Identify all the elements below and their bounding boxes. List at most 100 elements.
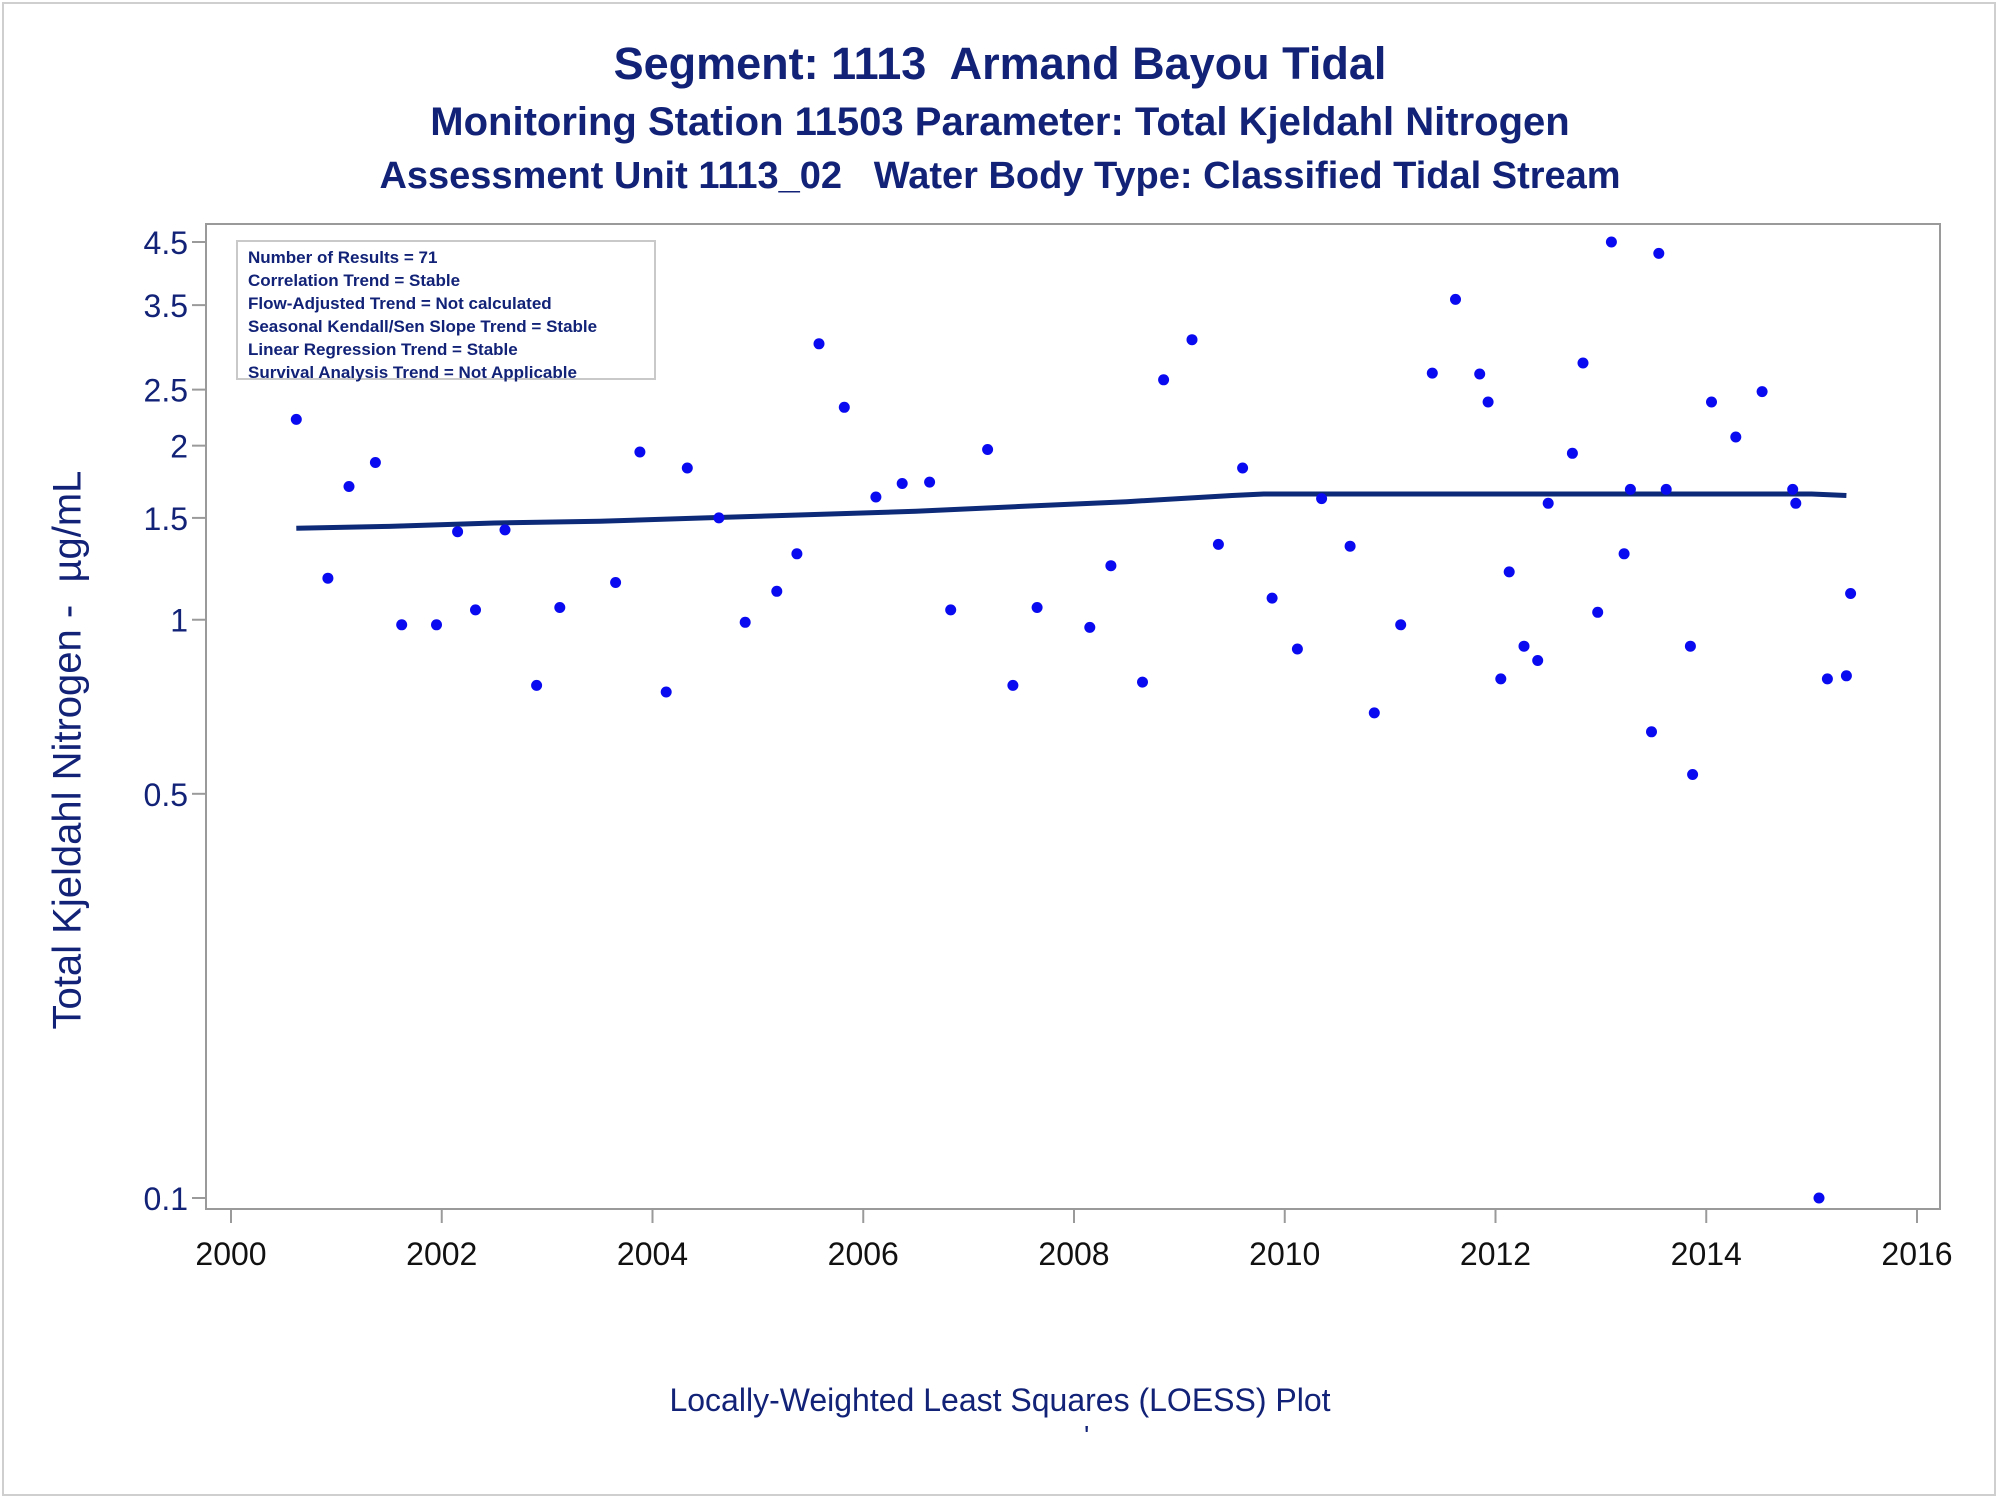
data-point [660,686,672,698]
data-point [813,338,825,350]
data-point [838,401,850,413]
data-point [1787,483,1799,495]
data-point [554,602,566,613]
chart-title: Segment: 1113 Armand Bayou Tidal [613,38,1387,89]
chart-subtitle-assessment: Assessment Unit 1113_02 Water Body Type:… [379,155,1621,197]
data-point [1756,386,1768,398]
data-point [713,512,725,524]
data-point [431,619,442,631]
y-tick-label: 1 [170,603,188,639]
data-point [452,526,464,538]
data-point [1266,592,1278,604]
y-tick-label: 3.5 [144,288,188,324]
data-point [771,585,783,597]
data-point [470,604,481,616]
x-tick-label: 2008 [1038,1236,1109,1272]
data-point [1577,357,1589,369]
stat-linear-regression-trend: Linear Regression Trend = Stable [248,340,518,359]
data-point [1845,588,1857,599]
data-point [1482,396,1494,408]
data-point [681,462,693,474]
stat-correlation-trend: Correlation Trend = Stable [248,271,461,290]
data-point [634,446,646,458]
data-point [1624,483,1636,495]
data-point [531,679,543,691]
data-point [1137,676,1148,688]
data-point [610,577,622,588]
data-point [1790,497,1802,509]
stat-survival-analysis-trend: Survival Analysis Trend = Not Applicable [248,363,577,382]
data-point [1566,447,1578,459]
data-point [1840,670,1852,682]
data-point [1368,707,1380,719]
data-point [1105,560,1117,572]
data-point [396,619,408,631]
data-point [870,491,882,503]
data-point [1237,462,1249,474]
data-point [1426,367,1438,379]
data-point [1532,655,1544,666]
data-point [1495,673,1507,685]
stats-inset: Number of Results = 71 Correlation Trend… [236,240,656,382]
y-axis: 0.1 0.5 1 1.5 2 2.5 3.5 4.5 [144,225,206,1217]
data-point [1158,374,1170,386]
data-point [945,604,957,616]
data-point [1660,483,1672,495]
loess-trend-line [296,491,1847,531]
data-point [1653,247,1665,259]
footer-mark: ' [1084,1420,1090,1451]
data-point [1730,431,1742,443]
x-tick-label: 2014 [1671,1236,1742,1272]
data-point [1706,396,1717,408]
stat-seasonal-kendall-trend: Seasonal Kendall/Sen Slope Trend = Stabl… [248,317,598,336]
x-axis: 2000 2002 2004 2006 2008 2010 2012 2014 2016 [195,1209,1953,1272]
x-tick-label: 2006 [828,1236,899,1272]
chart-subtitle-station: Monitoring Station 11503 Parameter: Tota… [430,100,1570,144]
data-point [1687,769,1699,780]
data-point [343,481,355,492]
x-tick-label: 2004 [617,1236,688,1272]
data-point [1542,497,1554,509]
data-point [499,524,511,536]
data-point [1474,368,1486,380]
data-point [1395,619,1407,631]
y-tick-label: 0.1 [144,1181,188,1217]
data-point [1684,640,1696,652]
data-point [1618,548,1630,560]
data-point [1605,236,1617,248]
y-tick-label: 4.5 [144,225,188,261]
y-tick-label: 2 [170,429,188,465]
data-point [1316,493,1328,505]
data-point [369,457,381,468]
y-tick-label: 1.5 [144,501,188,537]
data-point [1031,602,1043,613]
data-point [1007,679,1019,691]
data-point [1518,640,1530,652]
x-tick-label: 2000 [195,1236,266,1272]
data-point [739,616,751,628]
data-point [924,476,936,488]
y-tick-label: 0.5 [144,777,188,813]
data-point [1592,606,1604,618]
data-point [1503,566,1515,578]
footer-caption: Locally-Weighted Least Squares (LOESS) P… [669,1382,1331,1418]
data-point [1186,334,1198,346]
points-layer [290,236,1857,1204]
stat-flow-adjusted-trend: Flow-Adjusted Trend = Not calculated [248,294,552,313]
x-tick-label: 2016 [1881,1236,1952,1272]
x-tick-label: 2012 [1460,1236,1531,1272]
x-tick-label: 2002 [406,1236,477,1272]
x-tick-label: 2010 [1249,1236,1320,1272]
data-point [1344,540,1356,552]
data-point [1450,293,1461,305]
stat-number-of-results: Number of Results = 71 [248,248,438,267]
data-point [982,444,994,455]
data-point [322,572,334,584]
data-point [1212,538,1224,550]
data-point [1291,643,1303,655]
trend-layer [296,491,1847,531]
y-tick-label: 2.5 [144,373,188,409]
data-point [1084,621,1096,633]
